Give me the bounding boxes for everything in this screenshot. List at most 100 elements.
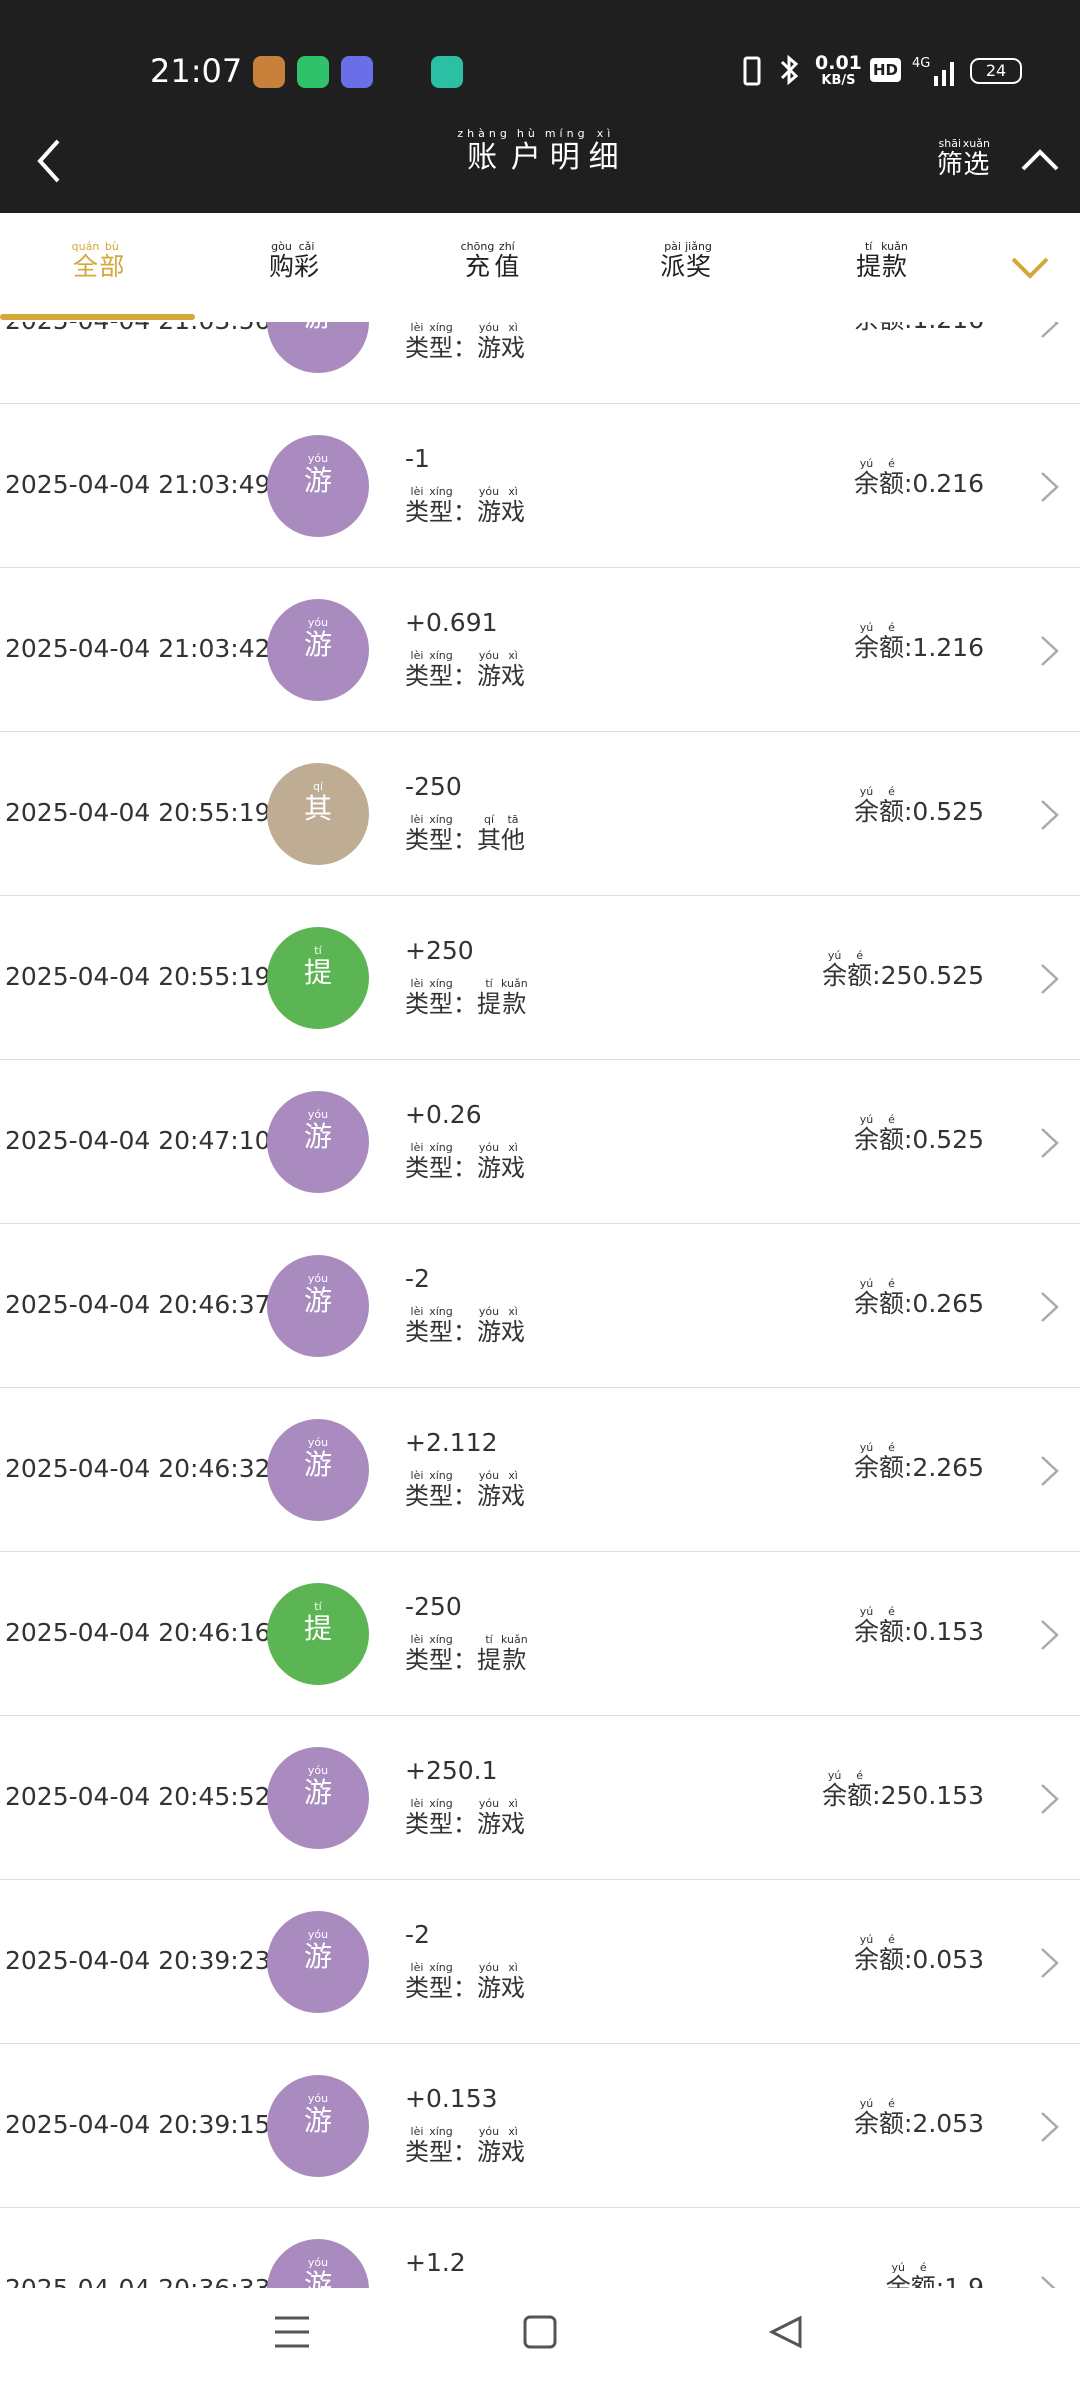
tab[interactable]: 全quán部bù — [0, 240, 196, 283]
collapse-icon[interactable] — [1020, 145, 1060, 175]
pinyin: é — [878, 457, 904, 470]
char: : — [903, 2109, 913, 2138]
ruby-char: 余yú — [854, 621, 879, 662]
char: 类 — [405, 1154, 429, 1182]
amount: -250 — [405, 772, 462, 801]
balance-value: 0.216 — [912, 469, 984, 498]
transaction-row[interactable]: 2025-04-04 20:39:23 游yóu -2 类lèi型xíng：游yóu戏… — [0, 1880, 1080, 2044]
amount: -250 — [405, 1592, 462, 1621]
char: 型 — [429, 1646, 453, 1674]
char: ： — [453, 826, 477, 854]
transaction-row[interactable]: 2025-04-04 20:39:15 游yóu +0.153 类lèi型xíng：游… — [0, 2044, 1080, 2208]
ruby-char: 筛shāi — [937, 137, 963, 180]
char: 游 — [303, 2268, 332, 2288]
ruby-char: 类lèi — [405, 322, 429, 362]
type-icon: 游yóu — [267, 2239, 369, 2288]
type-icon: 游yóu — [267, 435, 369, 537]
pinyin: hù — [510, 127, 545, 140]
ruby-char: 戏xì — [501, 2125, 525, 2166]
type: 类lèi型xíng：游yóu戏xì — [405, 1797, 525, 1839]
char: 戏 — [501, 498, 525, 526]
pinyin: kuǎn — [501, 977, 528, 990]
char: 部 — [99, 252, 125, 281]
type: 类lèi型xíng：游yóu戏xì — [405, 1141, 525, 1183]
amount: +0.691 — [405, 608, 498, 637]
char: 余 — [885, 2273, 911, 2288]
char: 余 — [853, 469, 879, 498]
back-button[interactable] — [30, 136, 70, 186]
ruby-char: 游yóu — [477, 1141, 501, 1182]
chevron — [1041, 1948, 1059, 1978]
pinyin: xì — [501, 649, 525, 662]
ruby-char: 余yú — [854, 2097, 879, 2138]
type-icon: 游yóu — [267, 1255, 369, 1357]
pinyin: yóu — [303, 1108, 332, 1121]
pinyin: pài — [660, 240, 686, 253]
transaction-row[interactable]: 2025-04-04 20:55:19 其qí -250 类lèi型xíng：其qí他… — [0, 732, 1080, 896]
char: 类 — [405, 2138, 429, 2166]
char: 提 — [856, 252, 882, 281]
pinyin: yóu — [477, 322, 501, 334]
char: 型 — [429, 990, 453, 1018]
char: 额 — [878, 633, 904, 662]
char: 余 — [822, 1781, 848, 1810]
transaction-row[interactable]: 2025-04-04 20:45:52 游yóu +250.1 类lèi型xíng：游… — [0, 1716, 1080, 1880]
battery: 24 — [970, 58, 1022, 84]
status-icons — [743, 54, 799, 86]
char: 型 — [429, 1154, 453, 1182]
transaction-row[interactable]: 2025-04-04 20:36:33游yóu+1.2类lèi型xíng：游yó… — [0, 2208, 1080, 2288]
chevron — [1041, 1128, 1059, 1158]
char: 类 — [405, 1482, 429, 1510]
pinyin: xì — [501, 1305, 525, 1318]
type-icon: 提tí — [267, 927, 369, 1029]
ruby-char: 型xíng — [429, 1797, 453, 1838]
pinyin: kuǎn — [881, 240, 908, 253]
char: 明 — [544, 140, 589, 175]
filter-button[interactable]: 筛shāi选xuǎn — [937, 137, 990, 181]
ruby-char: 型xíng — [429, 813, 453, 854]
tab[interactable]: 派pài奖jiǎng — [588, 240, 784, 283]
transaction-row[interactable]: 2025-04-04 21:03:49 游yóu -1 类lèi型xíng：游yóu戏… — [0, 404, 1080, 568]
char: 提 — [477, 990, 501, 1018]
tab[interactable]: 充chōng值zhí — [392, 240, 588, 283]
speed: 0.01 — [815, 52, 862, 74]
char: 型 — [429, 1318, 453, 1346]
pinyin: xíng — [429, 322, 453, 334]
pinyin: yóu — [303, 616, 332, 629]
char: 类 — [405, 498, 429, 526]
pinyin: yú — [822, 1769, 848, 1782]
tab[interactable]: 购gòu彩cǎi — [196, 240, 392, 283]
ruby-char: 型xíng — [429, 977, 453, 1018]
transaction-row[interactable]: 2025-04-04 21:03:56游yóu类lèi型xíng：游yóu戏xì… — [0, 322, 1080, 404]
pinyin: lèi — [405, 2125, 429, 2138]
pinyin: yóu — [477, 1469, 501, 1482]
pinyin: é — [847, 1769, 873, 1782]
transaction-row[interactable]: 2025-04-04 20:47:10 游yóu +0.26 类lèi型xíng：游y… — [0, 1060, 1080, 1224]
transaction-row[interactable]: 2025-04-04 20:46:32 游yóu +2.112 类lèi型xíng：游… — [0, 1388, 1080, 1552]
transaction-row[interactable]: 2025-04-04 20:46:16 提tí -250 类lèi型xíng：提tí款… — [0, 1552, 1080, 1716]
char: ： — [453, 1646, 477, 1674]
char: 提 — [303, 956, 332, 989]
transaction-row[interactable]: 2025-04-04 21:03:42 游yóu +0.691 类lèi型xíng：游… — [0, 568, 1080, 732]
char: 游 — [477, 498, 501, 526]
ruby-char: 余yú — [853, 457, 879, 498]
transaction-row[interactable]: 2025-04-04 20:55:19 提tí +250 类lèi型xíng：提tí款… — [0, 896, 1080, 1060]
pinyin: xì — [501, 2125, 525, 2138]
transaction-row[interactable]: 2025-04-04 20:46:37 游yóu -2 类lèi型xíng：游yóu戏… — [0, 1224, 1080, 1388]
pinyin: é — [878, 1605, 904, 1618]
char: 类 — [405, 1810, 429, 1838]
char: 游 — [303, 2104, 332, 2137]
char: 类 — [405, 990, 429, 1018]
ruby-char: 型xíng — [429, 1305, 453, 1346]
pinyin: yú — [822, 949, 848, 962]
date: 2025-04-04 21:03:42 — [5, 634, 271, 663]
amount: +0.26 — [405, 1100, 482, 1129]
ruby-char: 型xíng — [429, 1141, 453, 1182]
type-icon: 游yóu — [267, 1091, 369, 1193]
chevron — [1041, 1292, 1059, 1322]
expand-icon[interactable] — [1010, 253, 1050, 283]
tab[interactable]: 提tí款kuǎn — [784, 240, 980, 283]
type: 类lèi型xíng：游yóu戏xì — [405, 2125, 525, 2167]
ruby-char: 类lèi — [405, 977, 429, 1018]
pinyin: qí — [303, 780, 332, 793]
